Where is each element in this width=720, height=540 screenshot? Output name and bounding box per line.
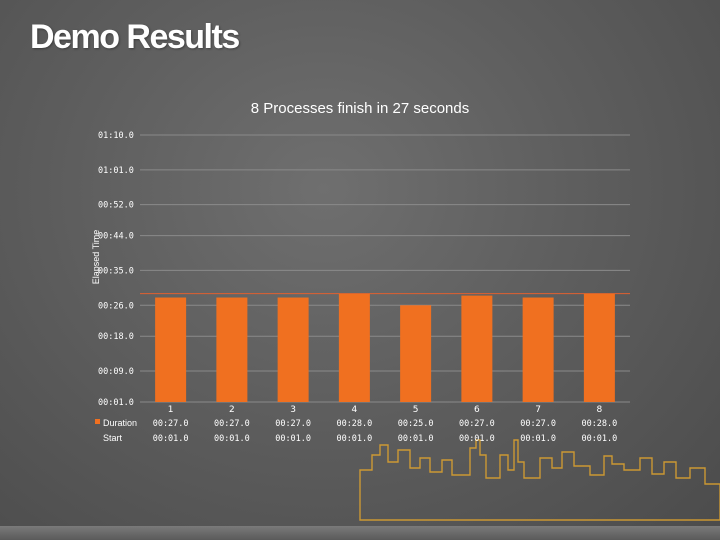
chart-title: 8 Processes finish in 27 seconds (250, 100, 470, 117)
y-tick-label: 00:52.0 (98, 201, 134, 211)
category-label: 3 (290, 405, 296, 415)
data-label-duration: 00:28.0 (336, 419, 372, 429)
category-label: 8 (597, 405, 603, 415)
data-label-start: 00:01.0 (153, 434, 189, 444)
category-label: 4 (352, 405, 358, 415)
category-label: 5 (413, 405, 419, 415)
category-label: 2 (229, 405, 235, 415)
y-tick-label: 00:18.0 (98, 332, 134, 342)
category-label: 1 (168, 405, 174, 415)
y-tick-label: 00:35.0 (98, 266, 134, 276)
bar-duration-5 (400, 305, 432, 402)
category-label: 7 (535, 405, 541, 415)
y-tick-label: 01:01.0 (98, 166, 134, 176)
data-label-start: 00:01.0 (336, 434, 372, 444)
data-label-start: 00:01.0 (398, 434, 434, 444)
bottom-bar (0, 526, 720, 540)
legend-duration-marker (95, 419, 100, 424)
bar-duration-3 (277, 297, 309, 402)
data-label-duration: 00:27.0 (520, 419, 556, 429)
bar-duration-2 (216, 297, 248, 402)
category-label: 6 (474, 405, 480, 415)
bar-duration-7 (522, 297, 554, 402)
y-tick-label: 01:10.0 (98, 131, 134, 141)
bar-duration-1 (155, 297, 187, 402)
data-label-duration: 00:27.0 (459, 419, 495, 429)
y-tick-label: 00:09.0 (98, 367, 134, 377)
data-label-duration: 00:27.0 (153, 419, 189, 429)
data-label-start: 00:01.0 (520, 434, 556, 444)
data-label-start: 00:01.0 (459, 434, 495, 444)
bar-duration-6 (461, 295, 493, 402)
legend-start-label: Start (103, 433, 123, 443)
bar-duration-8 (583, 293, 615, 402)
bar-duration-4 (338, 293, 370, 402)
slide-title: Demo Results (30, 18, 240, 56)
data-label-start: 00:01.0 (275, 434, 311, 444)
data-label-duration: 00:27.0 (275, 419, 311, 429)
skyline-decoration (359, 439, 720, 521)
y-tick-label: 00:26.0 (98, 301, 134, 311)
data-label-duration: 00:28.0 (581, 419, 617, 429)
legend-duration-label: Duration (103, 418, 137, 428)
data-label-start: 00:01.0 (214, 434, 250, 444)
y-tick-label: 00:01.0 (98, 398, 134, 408)
data-label-start: 00:01.0 (581, 434, 617, 444)
data-label-duration: 00:27.0 (214, 419, 250, 429)
y-tick-label: 00:44.0 (98, 232, 134, 242)
data-label-duration: 00:25.0 (398, 419, 434, 429)
